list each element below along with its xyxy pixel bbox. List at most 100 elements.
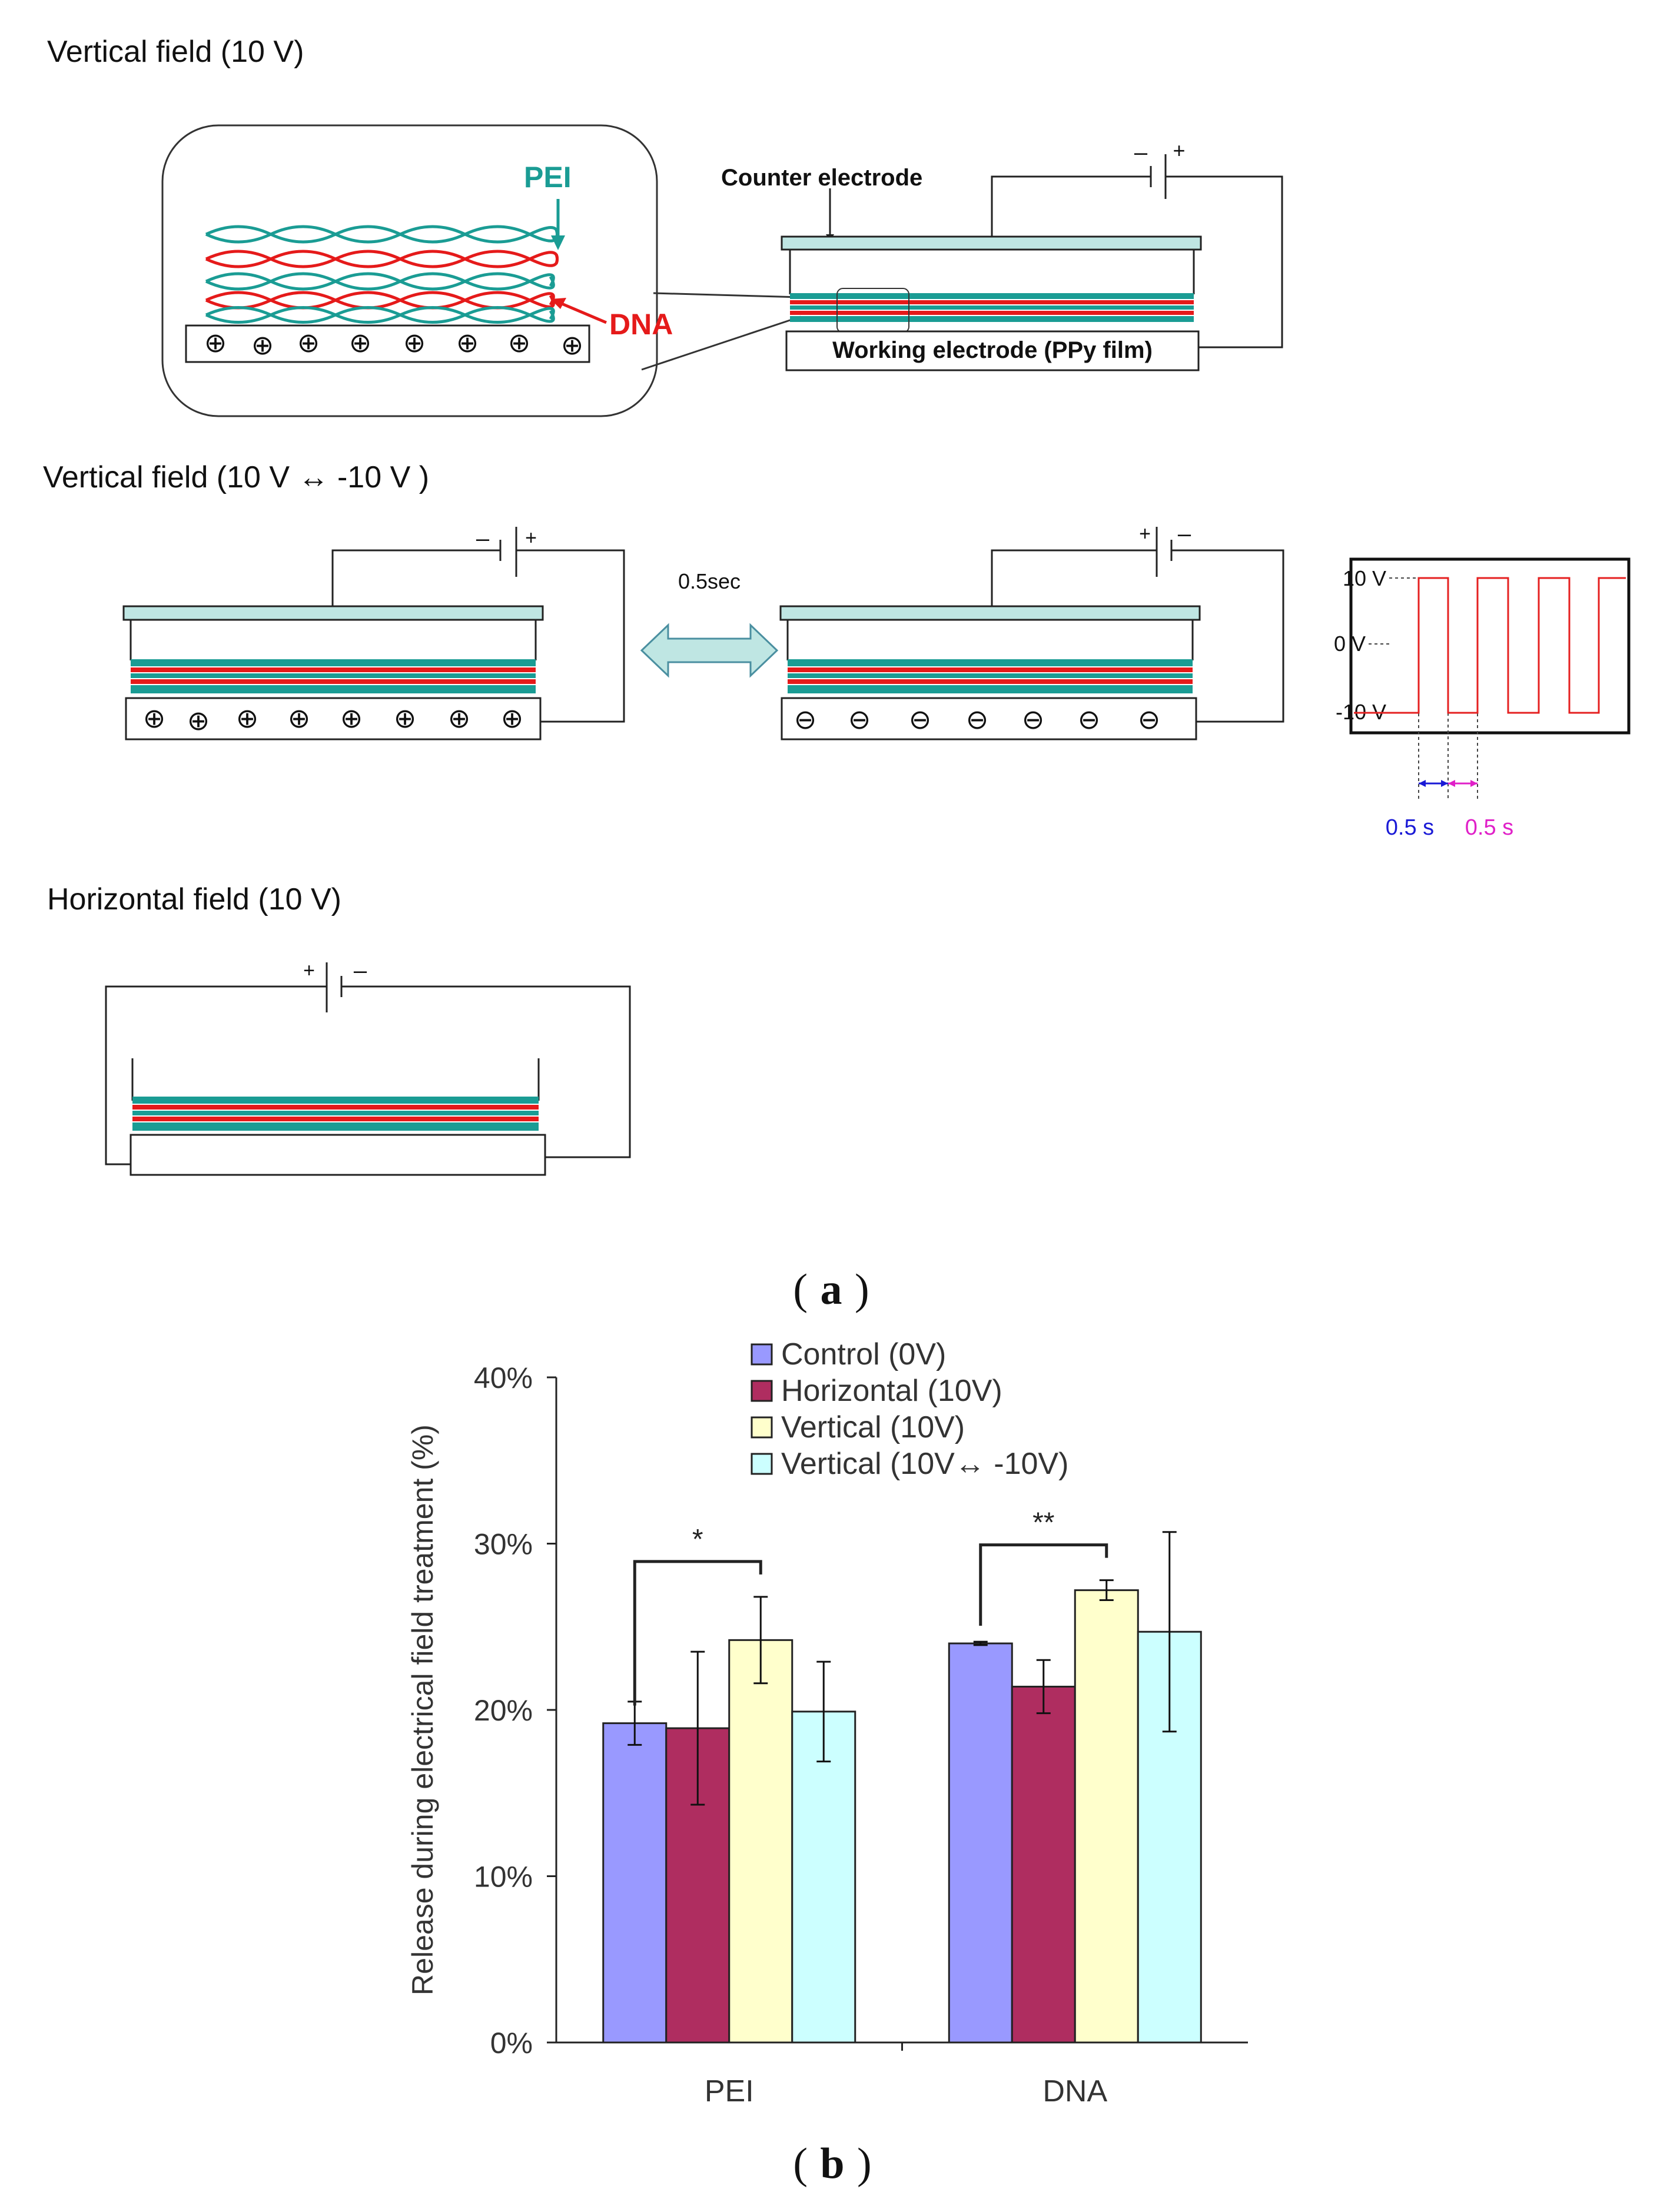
left-wire-right (516, 549, 625, 723)
positive-charge: ⊕ (448, 703, 471, 733)
panel-a-caption: ( a ) (793, 1266, 869, 1314)
alternating-double-arrow (640, 623, 779, 678)
h-wire-left (105, 985, 327, 1165)
positive-charge: ⊕ (394, 703, 417, 733)
left-positive-charges: ⊕ ⊕ ⊕ ⊕ ⊕ ⊕ ⊕ ⊕ (143, 703, 524, 736)
left-film-stack (131, 659, 536, 693)
svg-text:): ) (855, 1266, 869, 1314)
working-electrode (785, 330, 1200, 371)
right-counter-electrode (779, 605, 1201, 621)
h-wire-right (341, 985, 631, 1158)
right-negative-charges: ⊖ ⊖ ⊖ ⊖ ⊖ ⊖ ⊖ (794, 704, 1161, 735)
right-battery-minus: – (1178, 521, 1191, 547)
duration-low-label: 0.5 s (1465, 815, 1513, 840)
negative-charge: ⊖ (1078, 704, 1101, 735)
legend-swatch (751, 1380, 773, 1402)
waveform-inset: 10 V 0 V -10 V 0.5 s 0.5 s (1334, 557, 1631, 840)
dna-arrowhead (550, 298, 566, 309)
y-tick-label: 0% (490, 2027, 533, 2060)
charge-symbol: ⊕ (297, 327, 320, 358)
charge-symbol: ⊕ (561, 330, 584, 360)
dna-label: DNA (609, 308, 673, 341)
film-stack (790, 293, 1194, 322)
zoom-connector-bottom (641, 315, 801, 371)
svg-text:): ) (857, 2140, 872, 2188)
charge-symbol: ⊕ (403, 327, 426, 358)
section1-title: Vertical field (10 V) (47, 35, 304, 69)
significance-bracket (979, 1543, 1108, 1626)
legend-swatch (751, 1453, 773, 1475)
bar (1011, 1685, 1076, 2044)
section-alternating-field: Vertical field (10 V ↔ -10 V ) ⊕ ⊕ ⊕ ⊕ ⊕… (43, 460, 1631, 840)
left-counter-electrode (122, 605, 544, 621)
section3-title: Horizontal field (10 V) (47, 882, 341, 916)
zoom-connector-top (653, 292, 801, 298)
x-tick-label: PEI (705, 2074, 754, 2108)
waveform-label-high: 10 V (1343, 566, 1386, 590)
square-wave (1354, 577, 1626, 714)
counter-electrode-label: Counter electrode (721, 165, 922, 191)
y-tick-label: 30% (474, 1528, 533, 1561)
significance-marker: ** (1032, 1507, 1054, 1539)
section-horizontal-field: Horizontal field (10 V) + – (47, 882, 631, 1176)
working-electrode-label: Working electrode (PPy film) (832, 337, 1153, 363)
y-tick-label: 10% (474, 1861, 533, 1894)
positive-charge: ⊕ (143, 703, 166, 733)
y-tick-label: 40% (474, 1361, 533, 1394)
wire-right (1166, 175, 1283, 348)
bar (948, 1642, 1013, 2044)
charge-symbol: ⊕ (204, 327, 227, 358)
section-vertical-field: Vertical field (10 V) ⊕ ⊕ ⊕ ⊕ ⊕ ⊕ ⊕ (47, 35, 1283, 417)
pei-arrowhead (551, 235, 565, 250)
charge-symbol: ⊕ (508, 327, 531, 358)
svg-text:(: ( (793, 1266, 808, 1314)
polymer-strands (205, 225, 559, 324)
waveform-frame (1349, 557, 1631, 735)
negative-charge: ⊖ (1022, 704, 1045, 735)
negative-charge: ⊖ (1138, 704, 1161, 735)
battery-minus-sign: – (1134, 140, 1148, 165)
panel-a-label: a (821, 1266, 842, 1314)
y-axis-title: Release during electrical field treatmen… (406, 1424, 439, 1995)
dna-arrow (556, 300, 607, 324)
wire-top-left (991, 175, 1151, 237)
y-tick-label: 20% (474, 1694, 533, 1727)
negative-charge: ⊖ (909, 704, 932, 735)
right-wire-right (1171, 549, 1284, 723)
waveform-label-zero: 0 V (1334, 632, 1366, 656)
right-wire-top (991, 549, 1157, 606)
positive-charge: ⊕ (340, 703, 363, 733)
h-substrate (130, 1134, 546, 1176)
legend-label: Control (0V) (781, 1337, 946, 1371)
legend-label: Vertical (10V) (781, 1410, 965, 1444)
release-bar-chart: 0% 10% 20% 30% 40% Release during electrical … (406, 1337, 1248, 2108)
positive-charges: ⊕ ⊕ ⊕ ⊕ ⊕ ⊕ ⊕ ⊕ (204, 327, 584, 360)
zoom-substrate (185, 324, 590, 363)
positive-charge: ⊕ (236, 703, 259, 733)
charge-symbol: ⊕ (251, 330, 274, 360)
legend-swatch (751, 1416, 773, 1439)
positive-charge: ⊕ (288, 703, 311, 733)
legend-label: Vertical (10V↔ -10V) (781, 1447, 1068, 1481)
left-wire-top (331, 549, 500, 606)
negative-charge: ⊖ (848, 704, 871, 735)
significance-bracket (633, 1560, 762, 1706)
right-film-stack (788, 659, 1193, 693)
positive-charge: ⊕ (501, 703, 524, 733)
right-battery-plus: + (1139, 523, 1151, 545)
zoom-bubble (161, 124, 658, 417)
legend-swatch (751, 1343, 773, 1366)
legend-label: Horizontal (10V) (781, 1374, 1002, 1408)
section2-title: Vertical field (10 V ↔ -10 V ) (43, 460, 429, 494)
x-tick-label: DNA (1042, 2074, 1107, 2108)
right-working-electrode (781, 697, 1197, 740)
charge-symbol: ⊕ (456, 327, 479, 358)
h-film-stack (132, 1097, 539, 1131)
bar (1074, 1589, 1139, 2044)
charge-symbol: ⊕ (349, 327, 372, 358)
h-battery-minus: – (354, 958, 367, 984)
positive-charge: ⊕ (187, 705, 210, 736)
panel-b-label: b (820, 2140, 844, 2188)
battery-plus-sign: + (1173, 138, 1185, 162)
